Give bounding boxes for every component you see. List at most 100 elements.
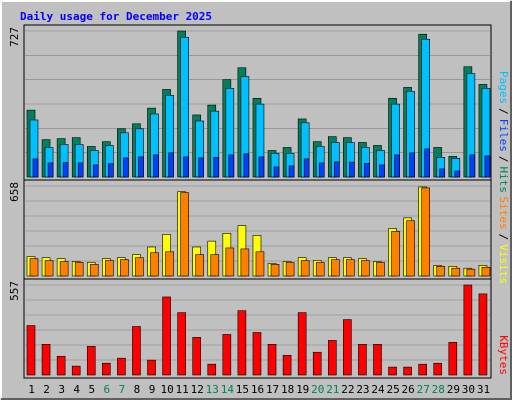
x-tick-label: 27 (417, 383, 430, 396)
bar (62, 162, 69, 178)
x-tick-label: 25 (386, 383, 399, 396)
y-tick-label: 727 (8, 27, 21, 47)
bar (285, 262, 295, 277)
x-tick-label: 30 (462, 383, 475, 396)
bar (300, 260, 310, 277)
bar (388, 366, 397, 376)
bar (71, 365, 81, 376)
bar (153, 154, 159, 178)
legend-entry: Visits (497, 244, 510, 284)
x-tick-label: 22 (341, 383, 354, 396)
legend-entry: Sites (497, 197, 510, 230)
bar (484, 155, 491, 178)
bar (243, 153, 250, 178)
bar (376, 262, 385, 277)
bar (150, 252, 159, 277)
legend-separator: / (497, 108, 510, 115)
x-tick-label: 3 (58, 383, 65, 396)
x-tick-label: 9 (149, 383, 156, 396)
bar (364, 163, 370, 178)
bar (327, 340, 337, 376)
bar (439, 168, 446, 178)
bar (373, 343, 382, 376)
x-tick-label: 23 (356, 383, 369, 396)
bar (59, 261, 69, 277)
x-tick-label: 31 (477, 383, 490, 396)
bar (228, 154, 235, 178)
x-tick-label: 19 (296, 383, 309, 396)
legend-entry: Files (497, 119, 510, 152)
bar (391, 231, 400, 277)
bar (32, 158, 39, 178)
x-tick-label: 1 (28, 383, 35, 396)
bar (180, 36, 189, 178)
bar (210, 254, 220, 277)
x-tick-label: 16 (251, 383, 264, 396)
x-tick-label: 6 (104, 383, 111, 396)
bar (168, 152, 174, 178)
bar (162, 296, 171, 376)
bar (346, 259, 355, 277)
legend-entry: KBytes (497, 335, 510, 375)
legend-entry: Pages (497, 71, 510, 104)
bar (403, 366, 412, 376)
x-tick-label: 24 (371, 383, 385, 396)
chart-title: Daily usage for December 2025 (20, 10, 212, 23)
x-tick-label: 8 (134, 383, 141, 396)
bar (436, 265, 446, 277)
bar (222, 334, 232, 376)
bar (165, 251, 174, 277)
y-tick-label: 658 (8, 182, 21, 202)
bar (463, 284, 473, 376)
x-tick-label: 7 (119, 383, 126, 396)
bar (288, 165, 295, 178)
bar (192, 337, 202, 376)
bar (448, 342, 458, 376)
bar (451, 267, 461, 277)
legend: Pages / Files / Hits (497, 71, 510, 193)
x-tick-label: 17 (266, 383, 279, 396)
bar (466, 268, 476, 277)
bar (361, 260, 370, 277)
bar (29, 258, 39, 277)
bar (333, 161, 340, 178)
bar (379, 164, 385, 178)
bar (282, 354, 292, 376)
x-tick-label: 2 (43, 383, 50, 396)
x-tick-label: 12 (191, 383, 204, 396)
bar (343, 319, 352, 376)
bar (47, 162, 54, 178)
bar (237, 310, 247, 376)
bar (198, 157, 205, 178)
legend: KBytes (497, 335, 510, 375)
bar (418, 363, 427, 376)
bar (120, 259, 129, 277)
x-tick-label: 29 (447, 383, 460, 396)
bar (56, 355, 66, 376)
x-tick-label: 4 (73, 383, 80, 396)
bar (424, 148, 430, 178)
x-tick-label: 21 (326, 383, 339, 396)
x-tick-label: 14 (221, 383, 235, 396)
bar (258, 156, 265, 178)
x-tick-label: 20 (311, 383, 324, 396)
bar (469, 154, 476, 178)
bar (117, 357, 126, 376)
x-tick-label: 13 (206, 383, 219, 396)
legend: Sites / Visits (497, 197, 510, 285)
bar (297, 312, 307, 376)
bar (255, 251, 265, 277)
legend-separator: / (497, 156, 510, 163)
bar (312, 351, 322, 376)
bar (105, 260, 114, 277)
x-tick-label: 5 (88, 383, 95, 396)
bar (454, 170, 461, 178)
x-tick-label: 18 (281, 383, 294, 396)
bar (135, 257, 144, 277)
bar (273, 166, 280, 178)
bar (421, 187, 430, 277)
bar (213, 157, 220, 178)
bar (26, 325, 36, 376)
